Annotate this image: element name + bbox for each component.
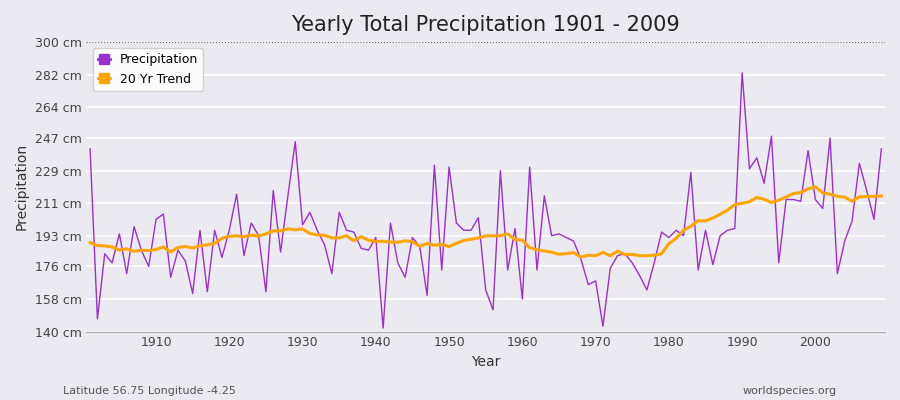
Y-axis label: Precipitation: Precipitation	[15, 143, 29, 230]
Text: worldspecies.org: worldspecies.org	[742, 386, 837, 396]
X-axis label: Year: Year	[471, 355, 500, 369]
Text: Latitude 56.75 Longitude -4.25: Latitude 56.75 Longitude -4.25	[63, 386, 236, 396]
Legend: Precipitation, 20 Yr Trend: Precipitation, 20 Yr Trend	[93, 48, 203, 91]
Title: Yearly Total Precipitation 1901 - 2009: Yearly Total Precipitation 1901 - 2009	[292, 15, 680, 35]
